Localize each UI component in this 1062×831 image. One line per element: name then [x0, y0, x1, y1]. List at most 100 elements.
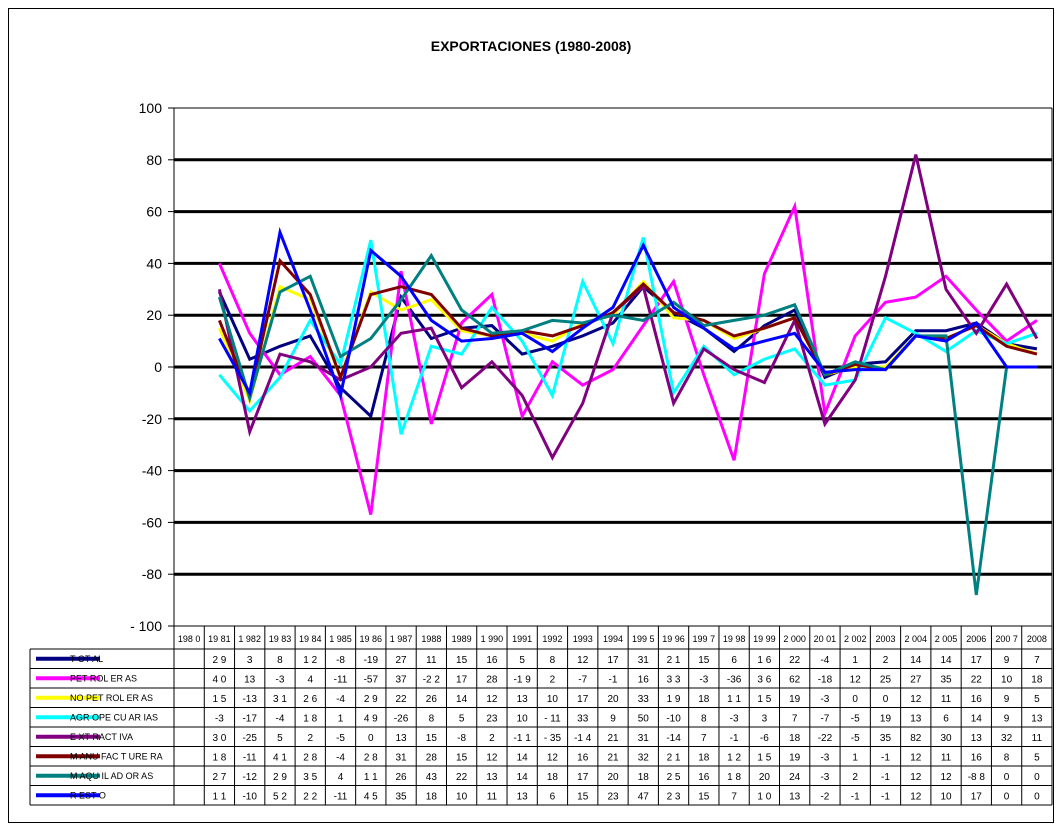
table-value: 1 5	[757, 752, 771, 763]
table-value: -12	[242, 772, 257, 783]
category-label: 19 98	[723, 634, 746, 644]
table-value: 5	[1034, 694, 1040, 705]
table-value: 7	[701, 733, 707, 744]
table-value: 24	[789, 772, 801, 783]
table-value: 8	[1004, 752, 1010, 763]
table-value: -1	[730, 733, 739, 744]
category-label: 19 84	[299, 634, 322, 644]
category-label: 200 7	[995, 634, 1018, 644]
table-value: -1 1	[514, 733, 532, 744]
category-label: 2 000	[783, 634, 806, 644]
table-value: 10	[1001, 674, 1013, 685]
table-value: 7	[731, 791, 737, 802]
table-value: 28	[486, 674, 498, 685]
table-value: -11	[334, 674, 348, 685]
table-value: -17	[242, 713, 257, 724]
table-value: 2 3	[667, 791, 681, 802]
category-label: 2006	[966, 634, 986, 644]
table-value: 12	[486, 752, 498, 763]
table-value: 18	[698, 752, 710, 763]
table-value: 2 1	[667, 752, 681, 763]
category-label: 1 982	[238, 634, 261, 644]
table-value: -1 9	[514, 674, 532, 685]
table-value: -13	[242, 694, 257, 705]
table-value: 1 1	[212, 791, 226, 802]
table-value: 32	[1001, 733, 1013, 744]
table-value: 2 1	[667, 655, 681, 666]
table-value: -3	[699, 674, 708, 685]
table-value: 13	[1031, 713, 1043, 724]
table-value: -5	[851, 733, 860, 744]
table-value: - 11	[544, 713, 561, 724]
table-value: -10	[666, 713, 681, 724]
table-value: 26	[426, 694, 438, 705]
y-tick-label: 60	[146, 204, 162, 220]
table-value: 3 0	[212, 733, 226, 744]
table-value: -11	[243, 752, 257, 763]
table-value: 16	[698, 772, 710, 783]
table-value: 9	[610, 713, 616, 724]
table-value: 21	[607, 752, 619, 763]
table-value: 12	[910, 772, 922, 783]
table-value: 12	[850, 674, 862, 685]
table-value: 5	[277, 733, 283, 744]
table-value: 18	[789, 733, 801, 744]
table-value: 35	[880, 733, 892, 744]
table-value: 37	[396, 674, 408, 685]
legend-label: M AQU IL AD OR AS	[70, 771, 153, 781]
table-value: 0	[1034, 772, 1040, 783]
table-value: 5	[1034, 752, 1040, 763]
table-value: -4	[336, 752, 345, 763]
table-value: -7	[820, 713, 829, 724]
table-value: 3 1	[273, 694, 287, 705]
table-value: -36	[727, 674, 742, 685]
table-value: 22	[971, 674, 983, 685]
table-value: -3	[820, 694, 829, 705]
table-value: 1	[852, 655, 858, 666]
table-value: 9	[1004, 655, 1010, 666]
category-label: 1989	[452, 634, 472, 644]
category-label: 2008	[1027, 634, 1047, 644]
series-line	[218, 257, 1038, 401]
table-value: 0	[852, 694, 858, 705]
table-value: 17	[577, 772, 589, 783]
table-value: 1 9	[667, 694, 681, 705]
table-value: 7	[792, 713, 798, 724]
table-value: -4	[276, 713, 285, 724]
table-value: -2	[820, 791, 829, 802]
table-value: 33	[577, 713, 589, 724]
table-value: 12	[577, 655, 589, 666]
table-value: 0	[1034, 791, 1040, 802]
table-value: -22	[818, 733, 833, 744]
table-value: 18	[638, 772, 650, 783]
table-value: 4 0	[212, 674, 226, 685]
table-value: 11	[487, 791, 498, 802]
category-label: 2 002	[844, 634, 867, 644]
table-value: -3	[215, 713, 224, 724]
table-value: 14	[910, 655, 922, 666]
category-label: 20 01	[814, 634, 837, 644]
series-line	[218, 284, 1038, 420]
series-line	[218, 201, 1038, 515]
table-value: 10	[547, 694, 559, 705]
y-tick-label: -20	[142, 411, 162, 427]
table-value: -3	[820, 752, 829, 763]
table-value: 2 9	[364, 694, 378, 705]
table-value: 13	[789, 791, 801, 802]
category-label: 199 5	[632, 634, 655, 644]
table-value: 10	[517, 713, 529, 724]
table-value: -4	[336, 694, 345, 705]
table-value: 16	[971, 694, 983, 705]
table-value: -1	[609, 674, 618, 685]
table-value: -2 2	[423, 674, 441, 685]
table-value: 2 8	[364, 752, 378, 763]
table-value: 32	[638, 752, 650, 763]
table-value: 20	[607, 694, 619, 705]
table-value: 19	[789, 694, 801, 705]
table-value: 1	[338, 713, 344, 724]
table-value: 17	[971, 791, 983, 802]
table-value: -3	[276, 674, 285, 685]
table-value: -8 8	[968, 772, 986, 783]
category-label: 1 987	[390, 634, 413, 644]
table-value: 1 6	[757, 655, 771, 666]
